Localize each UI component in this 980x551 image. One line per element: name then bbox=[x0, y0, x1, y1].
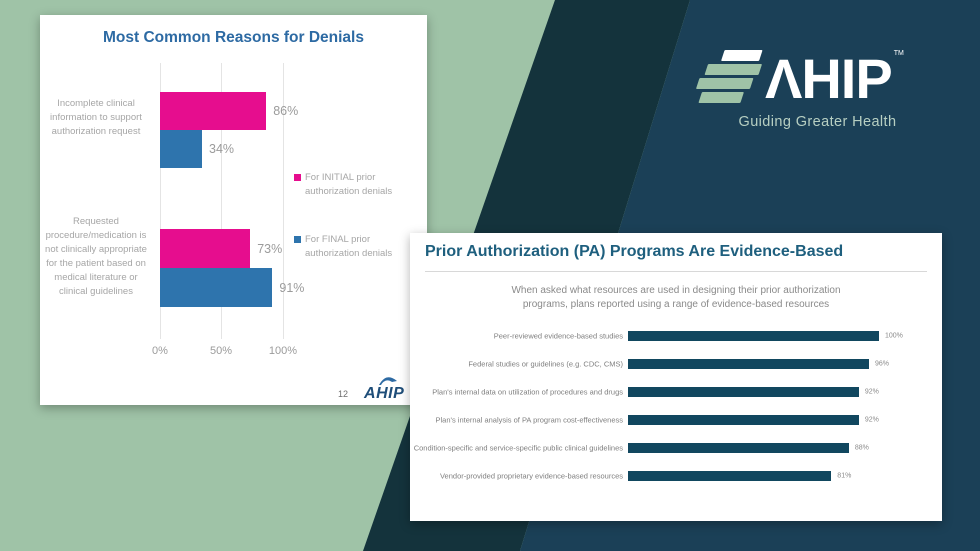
trademark-symbol: TM bbox=[893, 50, 904, 57]
bar-value-label: 73% bbox=[257, 241, 283, 256]
denials-slide-card: Most Common Reasons for Denials Incomple… bbox=[40, 15, 427, 405]
page-number: 12 bbox=[338, 389, 349, 399]
evidence-subtitle-line1: When asked what resources are used in de… bbox=[511, 285, 841, 296]
brand-tagline: Guiding Greater Health bbox=[738, 114, 897, 130]
evidence-subtitle-line2: programs, plans reported using a range o… bbox=[522, 299, 830, 310]
bar-value-label: 86% bbox=[273, 104, 299, 118]
ahip-logo-bars-icon bbox=[691, 50, 766, 103]
denials-chart-title: Most Common Reasons for Denials bbox=[103, 29, 364, 46]
denials-bar-row: 34% bbox=[160, 130, 234, 168]
bar-value-label: 34% bbox=[209, 142, 235, 156]
evidence-bar-row: Plan's internal data on utilization of p… bbox=[410, 378, 942, 406]
legend-label-final: For FINAL prior authorization denials bbox=[305, 234, 393, 259]
legend-entry-initial: For INITIAL prior authorization denials bbox=[294, 171, 414, 199]
evidence-category-label: Plan's internal data on utilization of p… bbox=[432, 387, 623, 397]
evidence-category-label: Federal studies or guidelines (e.g. CDC,… bbox=[468, 359, 623, 369]
logo-bar-white bbox=[721, 50, 763, 61]
evidence-slide-card: Prior Authorization (PA) Programs Are Ev… bbox=[410, 233, 942, 521]
evidence-bar bbox=[628, 443, 849, 453]
evidence-bar bbox=[628, 359, 869, 369]
initial-denials-bar-cat2 bbox=[160, 229, 251, 268]
x-axis-tick-50: 50% bbox=[209, 345, 233, 357]
evidence-value-label: 81% bbox=[837, 472, 852, 480]
evidence-value-label: 92% bbox=[864, 416, 879, 424]
evidence-bar-row: Vendor-provided proprietary evidence-bas… bbox=[410, 462, 942, 490]
logo-bar-green-1 bbox=[704, 64, 763, 75]
evidence-bar-row: Federal studies or guidelines (e.g. CDC,… bbox=[410, 350, 942, 378]
ahip-logo: ΛHIP TM Guiding Greater Health bbox=[695, 47, 950, 130]
x-axis-tick-0: 0% bbox=[152, 345, 168, 357]
ahip-wordmark: ΛHIP bbox=[765, 47, 893, 111]
evidence-category-label: Vendor-provided proprietary evidence-bas… bbox=[439, 471, 623, 481]
gridline-0pct bbox=[160, 63, 161, 339]
evidence-value-label: 96% bbox=[875, 360, 890, 368]
ahip-footer-wordmark: AHIP bbox=[364, 385, 405, 402]
evidence-category-label: Plan's internal analysis of PA program c… bbox=[435, 415, 624, 425]
ahip-logo-row: ΛHIP TM bbox=[695, 47, 950, 111]
denials-bar-row: 86% bbox=[160, 92, 298, 130]
evidence-value-label: 92% bbox=[864, 388, 879, 396]
legend-swatch-final bbox=[294, 236, 301, 243]
logo-bar-green-3 bbox=[698, 92, 744, 103]
x-axis-tick-100: 100% bbox=[268, 345, 298, 357]
final-denials-bar-cat1 bbox=[160, 130, 202, 168]
evidence-value-label: 88% bbox=[854, 444, 869, 452]
evidence-category-label: Condition-specific and service-specific … bbox=[413, 443, 623, 453]
evidence-bar bbox=[628, 415, 859, 425]
evidence-bar-row: Peer-reviewed evidence-based studies 100% bbox=[410, 322, 942, 350]
evidence-chart-title: Prior Authorization (PA) Programs Are Ev… bbox=[425, 243, 844, 260]
evidence-value-label: 100% bbox=[885, 332, 903, 340]
gridline-50pct bbox=[221, 63, 222, 339]
gridline-100pct bbox=[283, 63, 284, 339]
slide-footer: 12 AHIP bbox=[338, 377, 405, 403]
evidence-bar bbox=[628, 471, 832, 481]
ahip-footer-logo: AHIP bbox=[364, 377, 405, 403]
legend-label-initial: For INITIAL prior authorization denials bbox=[305, 172, 393, 197]
evidence-bar bbox=[628, 331, 879, 341]
ahip-swoosh-icon bbox=[379, 377, 398, 385]
evidence-bar-row: Condition-specific and service-specific … bbox=[410, 434, 942, 462]
denials-bar-row: 73% bbox=[160, 229, 282, 268]
evidence-category-label: Peer-reviewed evidence-based studies bbox=[493, 331, 623, 341]
evidence-bar-row: Plan's internal analysis of PA program c… bbox=[410, 406, 942, 434]
denials-category-label-1: Incomplete clinical information to suppo… bbox=[50, 98, 142, 137]
legend-entry-final: For FINAL prior authorization denials bbox=[294, 233, 414, 261]
denials-bar-row: 91% bbox=[160, 268, 304, 307]
logo-bar-green-2 bbox=[695, 78, 754, 89]
title-divider bbox=[425, 271, 927, 272]
final-denials-bar-cat2 bbox=[160, 268, 273, 307]
evidence-bar bbox=[628, 387, 859, 397]
bar-value-label: 91% bbox=[279, 280, 305, 295]
legend-swatch-initial bbox=[294, 174, 301, 181]
denials-category-label-2: Requested procedure/medication is not cl… bbox=[45, 216, 147, 297]
initial-denials-bar-cat1 bbox=[160, 92, 267, 130]
